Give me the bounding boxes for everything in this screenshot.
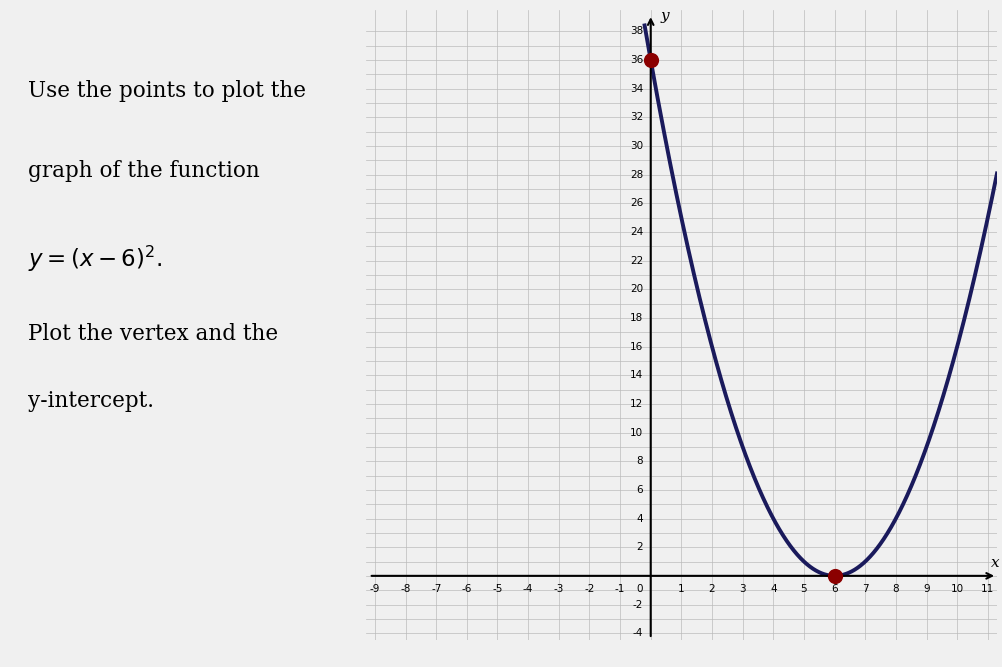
Text: 0: 0 [636,584,643,594]
Text: 18: 18 [630,313,643,323]
Text: x: x [991,556,1000,570]
Text: 7: 7 [862,584,869,594]
Text: 8: 8 [893,584,899,594]
Text: -4: -4 [632,628,643,638]
Text: 8: 8 [636,456,643,466]
Text: 32: 32 [630,113,643,123]
Text: 30: 30 [630,141,643,151]
Text: 16: 16 [630,342,643,352]
Point [827,570,843,581]
Text: -7: -7 [431,584,442,594]
Text: 26: 26 [630,198,643,208]
Text: 1: 1 [678,584,684,594]
Text: 22: 22 [630,255,643,265]
Point [642,55,658,65]
Text: 12: 12 [630,399,643,409]
Text: 28: 28 [630,169,643,179]
Text: 5: 5 [801,584,808,594]
Text: $y = (x-6)^2.$: $y = (x-6)^2.$ [28,243,162,273]
Text: -2: -2 [584,584,594,594]
Text: 3: 3 [739,584,745,594]
Text: 20: 20 [630,284,643,294]
Text: -9: -9 [370,584,380,594]
Text: -6: -6 [462,584,472,594]
Text: -4: -4 [523,584,533,594]
Text: -5: -5 [492,584,503,594]
Text: 4: 4 [636,514,643,524]
Text: 10: 10 [630,428,643,438]
Text: 14: 14 [630,370,643,380]
Text: Use the points to plot the: Use the points to plot the [28,80,306,102]
Text: -8: -8 [401,584,411,594]
Text: 34: 34 [630,84,643,94]
Text: graph of the function: graph of the function [28,160,260,182]
Text: 38: 38 [630,27,643,37]
Text: -3: -3 [553,584,564,594]
Text: 4: 4 [770,584,777,594]
Text: 24: 24 [630,227,643,237]
Text: 6: 6 [832,584,838,594]
Text: -1: -1 [615,584,625,594]
Text: y: y [660,9,668,23]
Text: -2: -2 [632,600,643,610]
Text: 2: 2 [708,584,715,594]
Text: 11: 11 [981,584,994,594]
Text: 9: 9 [923,584,930,594]
Text: y-intercept.: y-intercept. [28,390,153,412]
Text: 10: 10 [951,584,964,594]
Text: 36: 36 [630,55,643,65]
Text: 6: 6 [636,485,643,495]
Text: Plot the vertex and the: Plot the vertex and the [28,323,278,346]
Text: 2: 2 [636,542,643,552]
